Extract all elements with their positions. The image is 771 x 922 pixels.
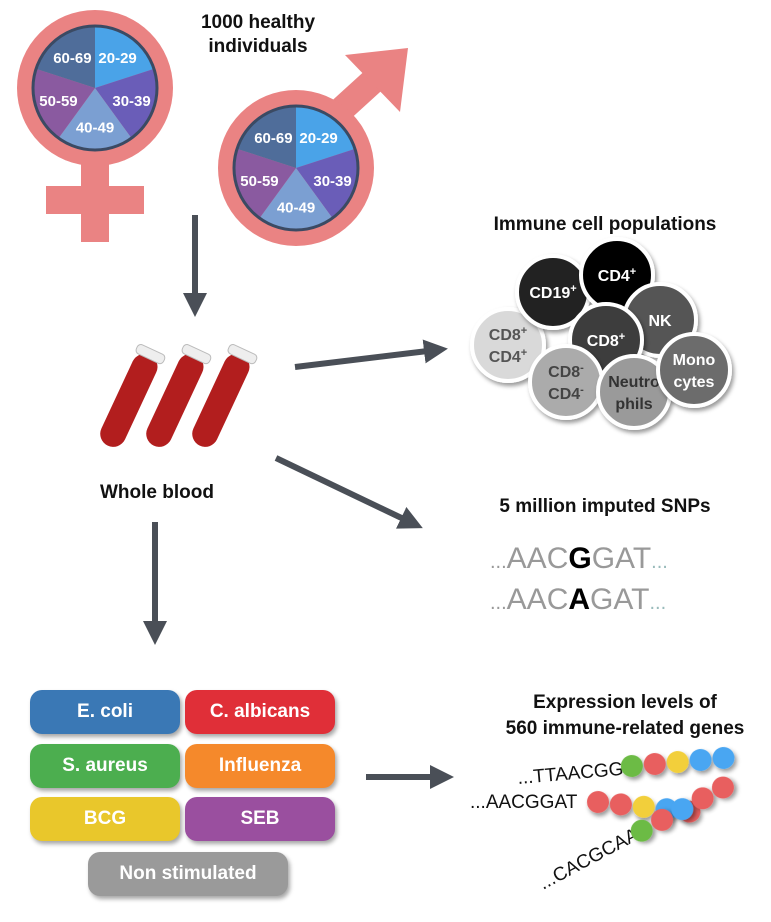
age-slice <box>234 148 296 219</box>
expression-bead <box>712 746 735 769</box>
age-slice <box>95 68 157 139</box>
age-slice <box>58 88 132 150</box>
age-slice <box>95 26 154 88</box>
age-slice <box>259 168 333 230</box>
cell-label: phils <box>615 396 652 413</box>
gene-sequence-2: ...AACGGAT <box>470 792 578 813</box>
arrow-to-snps <box>274 455 423 529</box>
cell-cd8cd4: CD8+ CD4+ <box>470 307 546 383</box>
stimulus-s-aureus: S. aureus <box>30 744 180 788</box>
expression-bead <box>609 793 632 816</box>
whole-blood-label: Whole blood <box>100 482 214 503</box>
cell-label: CD19+ <box>529 283 576 302</box>
cell-label: CD4+ <box>489 347 527 366</box>
snps-title: 5 million imputed SNPs <box>499 496 710 517</box>
stimulus-influenza: Influenza <box>185 744 335 788</box>
age-label: 50-59 <box>240 173 278 190</box>
snp-sequence-2: ...AACAGAT... <box>490 583 666 616</box>
expression-bead <box>651 808 674 831</box>
age-label: 30-39 <box>313 173 351 190</box>
age-label: 40-49 <box>76 119 114 136</box>
male-age-pie: 20-29 30-39 40-49 50-59 60-69 <box>232 104 360 232</box>
expression-bead <box>691 787 714 810</box>
cell-label: Mono <box>673 352 716 369</box>
cell-label: CD8+ <box>587 331 625 350</box>
expression-bead <box>587 791 609 813</box>
snp-sequence-1: ...AACGGAT... <box>490 542 668 575</box>
cell-label: cytes <box>674 374 715 391</box>
age-label: 30-39 <box>112 93 150 110</box>
cell-label: CD4- <box>548 384 584 403</box>
cell-label: NK <box>648 313 672 330</box>
expression-bead <box>671 798 694 821</box>
cell-label: CD8+ <box>489 325 527 344</box>
age-label: 60-69 <box>254 130 292 147</box>
stimulus-bcg: BCG <box>30 797 180 841</box>
cells-title: Immune cell populations <box>494 214 717 235</box>
male-symbol: 20-29 30-39 40-49 50-59 60-69 <box>218 48 408 246</box>
age-slice <box>296 148 358 219</box>
cell-label: CD8- <box>548 362 584 381</box>
cohort-title-line2: individuals <box>208 36 307 57</box>
stimulus-non-stimulated: Non stimulated <box>88 852 288 896</box>
expression-bead <box>632 795 655 818</box>
expression-title-line1: Expression levels of <box>533 692 717 713</box>
expression-bead <box>711 776 734 799</box>
expression-bead <box>630 819 653 842</box>
age-label: 50-59 <box>39 93 77 110</box>
age-slice <box>36 26 95 88</box>
cell-monocytes: Mono cytes <box>656 332 732 408</box>
stimulus-c-albicans: C. albicans <box>185 690 335 734</box>
stimulus-seb: SEB <box>185 797 335 841</box>
age-slice <box>296 106 355 168</box>
female-symbol: 20-29 30-39 40-49 50-59 60-69 <box>17 10 173 242</box>
expression-bead <box>689 748 712 771</box>
arrow-to-cells <box>294 339 448 370</box>
age-label: 40-49 <box>277 199 315 216</box>
stimulus-e-coli: E. coli <box>30 690 180 734</box>
cohort-title-line1: 1000 healthy <box>201 12 315 33</box>
gene-row-1: ...TTAACGG <box>517 746 735 789</box>
gene-sequence-3: ...CACGCAA <box>535 824 642 894</box>
expression-bead <box>643 753 666 776</box>
expression-title-line2: 560 immune-related genes <box>506 718 745 739</box>
age-label: 60-69 <box>53 50 91 67</box>
cell-label: CD4+ <box>598 266 636 285</box>
expression-bead <box>666 750 689 773</box>
expression-bead <box>620 755 643 778</box>
cell-neutrophils: Neutro phils <box>596 354 672 430</box>
age-label: 20-29 <box>98 50 136 67</box>
age-slice <box>237 106 296 168</box>
cell-cd8cd4: CD8- CD4- <box>528 344 604 420</box>
gene-sequence-1: ...TTAACGG <box>517 759 625 789</box>
cell-label: Neutro <box>608 374 660 391</box>
gene-row-3: ...CACGCAA <box>535 776 734 894</box>
female-age-pie: 20-29 30-39 40-49 50-59 60-69 <box>31 24 159 152</box>
blood-tubes-icon <box>100 344 258 447</box>
age-label: 20-29 <box>299 130 337 147</box>
age-slice <box>33 68 95 139</box>
